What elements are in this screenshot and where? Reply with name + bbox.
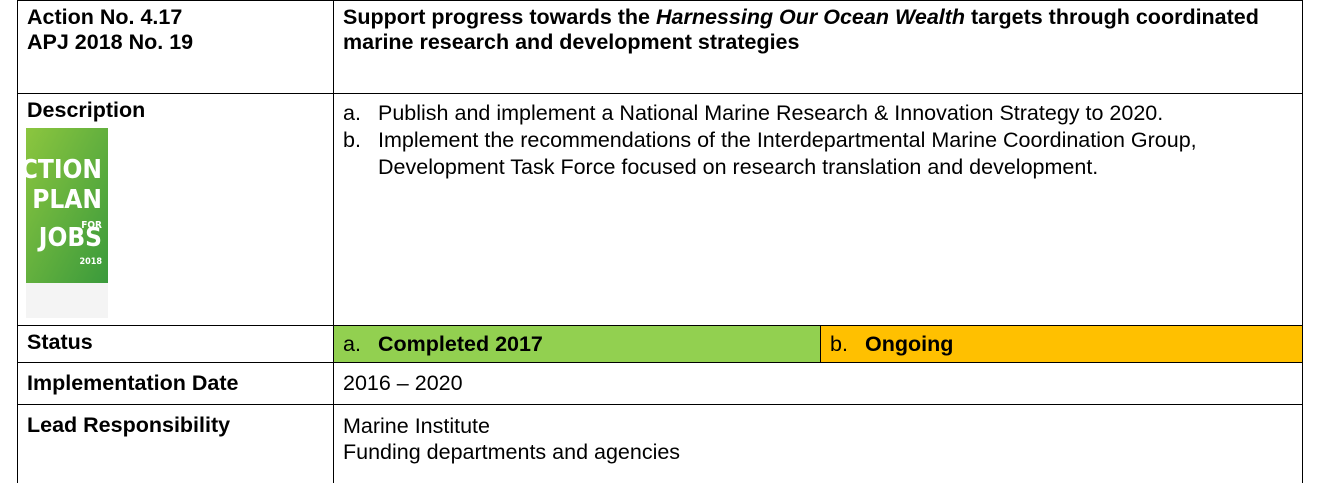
status-marker: b. bbox=[830, 330, 865, 358]
title-italic: Harnessing Our Ocean Wealth bbox=[656, 5, 965, 29]
action-apj: APJ 2018 No. 19 bbox=[27, 30, 324, 55]
status-b: b.Ongoing bbox=[820, 325, 1303, 363]
status-text: Completed 2017 bbox=[378, 330, 543, 358]
action-title: Support progress towards the Harnessing … bbox=[333, 0, 1303, 94]
item-marker: a. bbox=[343, 100, 378, 127]
cover-text: PLAN bbox=[32, 185, 102, 215]
lead-line: Funding departments and agencies bbox=[343, 439, 1293, 465]
cover-text: JOBS bbox=[37, 223, 102, 253]
action-cell: Action No. 4.17 APJ 2018 No. 19 bbox=[17, 0, 334, 94]
lead-label: Lead Responsibility bbox=[17, 404, 334, 483]
implementation-label: Implementation Date bbox=[17, 362, 334, 405]
item-text: Implement the recommendations of the Int… bbox=[378, 127, 1293, 181]
cover-image: ACTIONPLANFORJOBS2018 bbox=[26, 128, 108, 318]
title-text: Support progress towards the bbox=[343, 5, 656, 29]
status-text: Ongoing bbox=[865, 330, 953, 358]
cover-text: ACTION bbox=[26, 155, 102, 185]
description-label: Description bbox=[27, 98, 324, 123]
description-item: b.Implement the recommendations of the I… bbox=[343, 127, 1293, 181]
status-label: Status bbox=[17, 325, 334, 363]
description-cell: a.Publish and implement a National Marin… bbox=[333, 93, 1303, 326]
cover-text: 2018 bbox=[79, 257, 102, 267]
item-text: Publish and implement a National Marine … bbox=[378, 100, 1163, 127]
action-number: Action No. 4.17 bbox=[27, 5, 324, 30]
lead-line: Marine Institute bbox=[343, 413, 1293, 439]
status-marker: a. bbox=[343, 330, 378, 358]
item-marker: b. bbox=[343, 127, 378, 181]
implementation-value: 2016 – 2020 bbox=[333, 362, 1303, 405]
page: Action No. 4.17 APJ 2018 No. 19 Support … bbox=[0, 0, 1320, 483]
lead-cell: Marine Institute Funding departments and… bbox=[333, 404, 1303, 483]
description-item: a.Publish and implement a National Marin… bbox=[343, 100, 1293, 127]
status-a: a.Completed 2017 bbox=[333, 325, 821, 363]
cover-foot bbox=[26, 283, 108, 318]
description-label-cell: Description ACTIONPLANFORJOBS2018 bbox=[17, 93, 334, 326]
